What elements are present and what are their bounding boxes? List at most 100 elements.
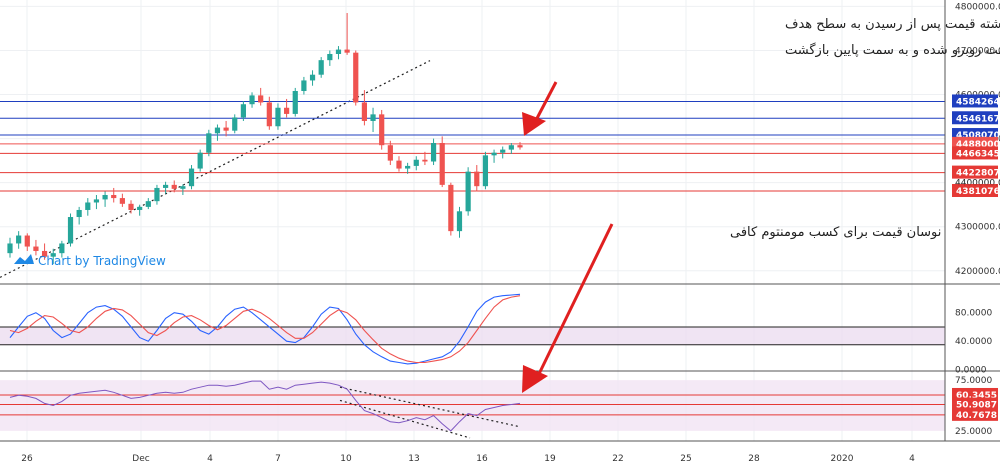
candle-body xyxy=(33,246,39,251)
candle-body xyxy=(292,91,298,114)
price-axis: 4800000.04700000.04600000.04500000.04400… xyxy=(944,0,1000,441)
candle xyxy=(33,239,39,256)
candle xyxy=(240,101,246,121)
rsi-level-badge-bg xyxy=(952,397,998,411)
price-level-badge-bg xyxy=(952,183,998,197)
price-tick-label: 4300000.0 xyxy=(955,223,1000,233)
candle-body xyxy=(439,143,445,185)
candle-body xyxy=(309,74,316,81)
candle-body xyxy=(318,60,324,75)
candle xyxy=(413,156,419,171)
candle xyxy=(430,138,437,166)
candle xyxy=(137,204,143,216)
candle-body xyxy=(301,80,307,92)
rsi-band-fill xyxy=(0,380,945,431)
arrow-head-top-icon xyxy=(522,112,546,136)
candle xyxy=(456,206,463,238)
candle-body xyxy=(266,102,272,127)
rsi-trendline-upper xyxy=(339,386,521,428)
x-tick-label: 19 xyxy=(544,454,556,464)
candle xyxy=(128,200,134,214)
candle-body xyxy=(206,133,212,153)
candle-body xyxy=(128,203,134,210)
rsi-level-badge-label: 50.9087 xyxy=(956,401,997,411)
candle-body xyxy=(50,253,56,257)
price-tick-label-hidden: 4400000.0 xyxy=(955,179,1000,189)
candle-body xyxy=(249,95,255,105)
candle-body xyxy=(119,198,125,204)
price-level-badge-bg xyxy=(952,146,998,160)
candle xyxy=(59,240,65,258)
price-level-badge-label: 4488000.0 xyxy=(956,140,1000,150)
candle xyxy=(284,98,290,118)
candle xyxy=(517,142,523,150)
candle xyxy=(361,90,368,126)
candle-body xyxy=(76,209,82,218)
candle-body xyxy=(405,165,411,169)
candle-body xyxy=(448,184,454,232)
candle xyxy=(145,198,151,210)
candle xyxy=(275,103,281,130)
candle xyxy=(500,146,506,159)
candle xyxy=(266,96,272,130)
price-level-badge: 4466345.0 xyxy=(952,146,1000,160)
candle xyxy=(154,184,160,205)
candle xyxy=(16,231,22,249)
candle-body xyxy=(465,171,471,212)
price-tick-label: 4400000.0 xyxy=(955,179,1000,189)
candle-body xyxy=(197,152,203,169)
candle xyxy=(41,243,48,260)
candle xyxy=(67,213,74,247)
candle xyxy=(474,165,480,192)
candle-body xyxy=(500,149,506,153)
candle xyxy=(102,191,108,207)
price-level-badge: 4546167.0 xyxy=(952,111,1000,125)
candle-body xyxy=(16,235,22,244)
x-tick-label: 4 xyxy=(909,454,915,464)
candle-body xyxy=(162,184,169,188)
price-level-badge-bg xyxy=(952,111,998,125)
candle-body xyxy=(474,171,480,187)
rsi-level-badge: 40.7678 xyxy=(952,407,998,421)
candle xyxy=(7,237,13,258)
candle-body xyxy=(430,143,437,162)
candle-body xyxy=(361,102,368,121)
candle-body xyxy=(335,49,342,54)
candle xyxy=(111,187,117,203)
candle xyxy=(327,50,333,66)
candle xyxy=(50,248,56,265)
candle xyxy=(258,87,264,106)
x-tick-label: 13 xyxy=(408,454,419,464)
candle-body xyxy=(387,145,393,161)
candle xyxy=(370,107,376,132)
rsi-level-badge-bg xyxy=(952,407,998,421)
watermark-text: Chart by TradingView xyxy=(38,254,166,268)
candle-body xyxy=(24,235,30,247)
candle-body xyxy=(456,211,463,232)
candle xyxy=(206,129,212,157)
stoch-tick-label: 40.0000 xyxy=(955,337,992,347)
stoch-k-line xyxy=(9,293,521,365)
candle-body xyxy=(413,159,419,166)
price-level-badge-label: 4508070.0 xyxy=(956,131,1000,141)
annotation-top-line1: روز گذشته قیمت پس از رسیدن به سطح هدف xyxy=(785,16,1000,32)
candle xyxy=(85,198,91,216)
candle xyxy=(171,180,177,193)
candle-body xyxy=(214,127,221,134)
stoch-tick-label: 80.0000 xyxy=(955,309,992,319)
stoch-d-line xyxy=(9,295,521,364)
stoch-tick-label: 0.0000 xyxy=(955,366,987,376)
candle xyxy=(422,151,428,166)
stoch-pane xyxy=(0,293,1000,372)
price-level-badge: 4381076.0 xyxy=(952,183,1000,197)
x-tick-label: 28 xyxy=(748,454,760,464)
price-tick-label: 4800000.0 xyxy=(955,2,1000,12)
rsi-level-badge: 50.9087 xyxy=(952,397,998,411)
candle xyxy=(335,46,342,60)
price-level-badge-label: 4381076.0 xyxy=(956,187,1000,197)
candle-body xyxy=(41,250,48,257)
price-level-badge: 4422807.0 xyxy=(952,165,1000,179)
x-tick-label: 26 xyxy=(21,454,33,464)
rsi-line xyxy=(9,380,521,432)
candle-body xyxy=(482,155,489,187)
